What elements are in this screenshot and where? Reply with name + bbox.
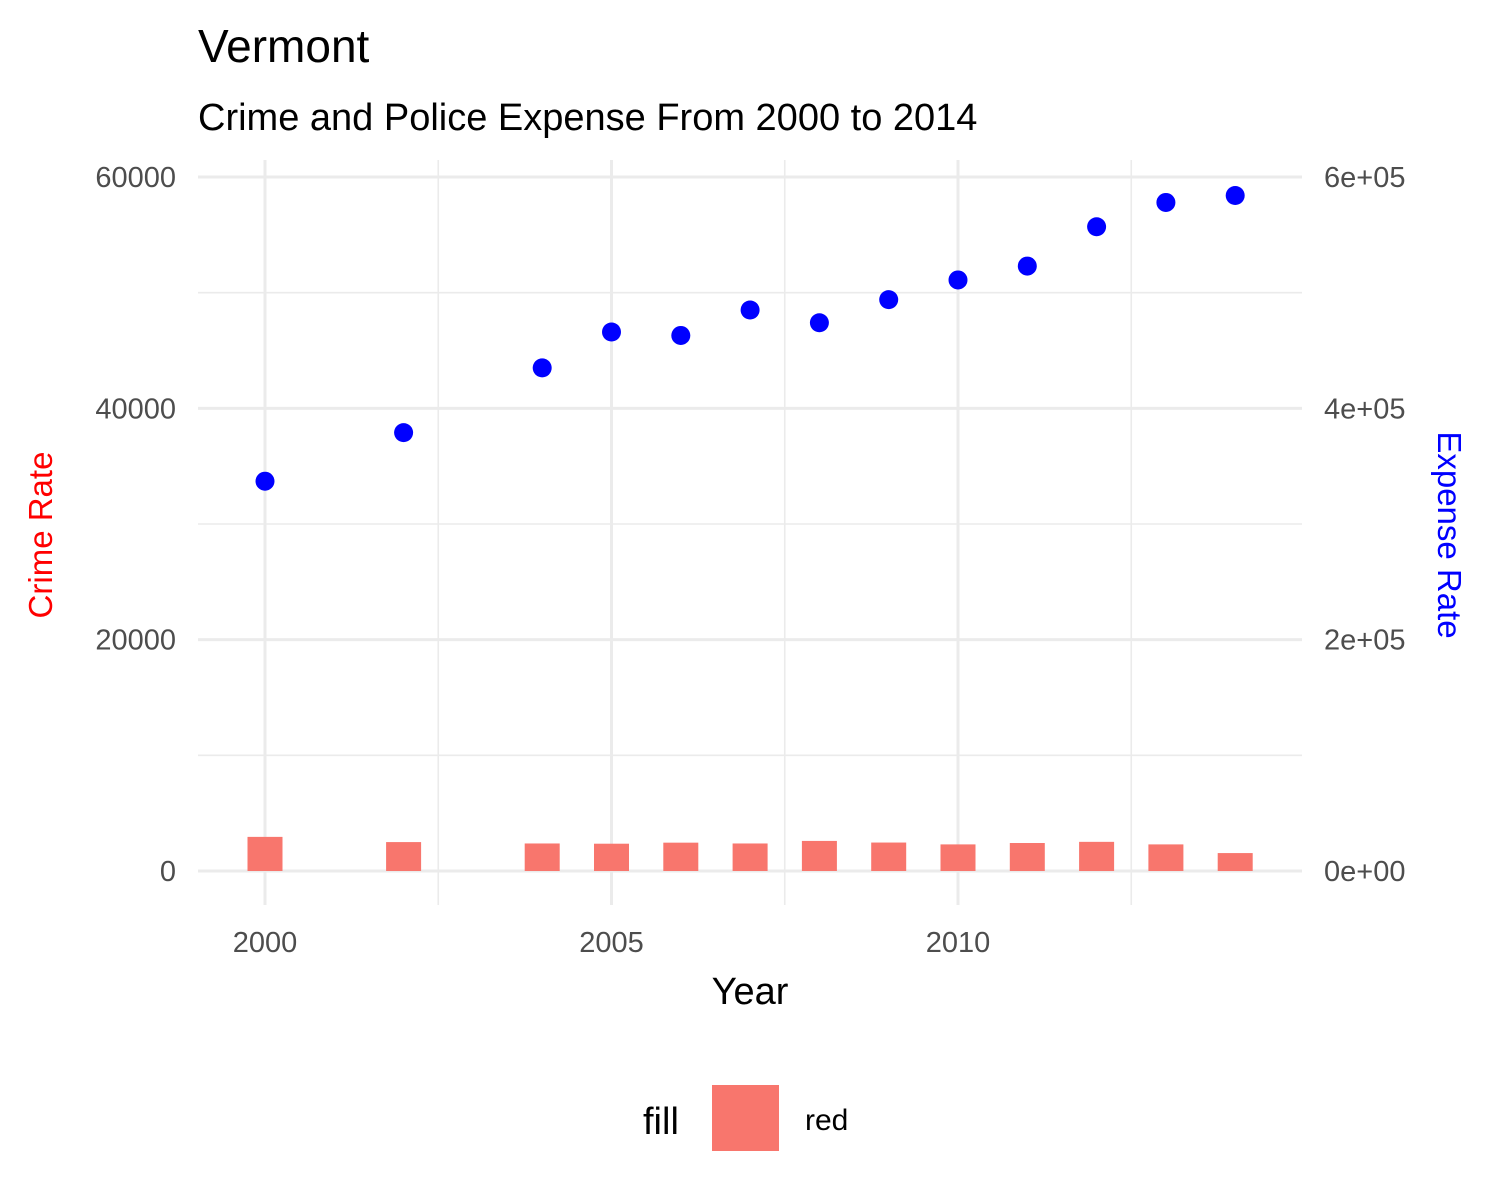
legend-label: red	[805, 1104, 848, 1137]
crime-rate-bar	[247, 836, 283, 871]
expense-rate-point	[879, 290, 899, 310]
crime-rate-bar	[940, 844, 976, 871]
crime-rate-bar	[1217, 853, 1253, 871]
crime-rate-bars	[247, 836, 1253, 871]
crime-rate-bar	[1079, 841, 1115, 871]
crime-rate-bar	[1009, 843, 1045, 871]
expense-rate-point	[394, 423, 414, 443]
crime-rate-bar	[524, 843, 560, 871]
expense-rate-point	[602, 322, 621, 342]
legend-key-swatch	[712, 1085, 779, 1151]
crime-rate-bar	[871, 842, 907, 871]
left-y-tick-label: 20000	[95, 625, 176, 657]
x-tick-label: 2000	[233, 927, 298, 959]
expense-rate-point	[1087, 217, 1107, 237]
chart-subtitle: Crime and Police Expense From 2000 to 20…	[198, 97, 977, 139]
chart-title: Vermont	[198, 20, 370, 72]
crime-rate-bar	[663, 842, 699, 871]
right-y-tick-label: 0e+00	[1324, 856, 1405, 888]
crime-rate-bar	[732, 843, 768, 871]
right-y-tick-label: 2e+05	[1324, 625, 1405, 657]
left-y-tick-label: 0	[160, 856, 176, 888]
left-y-axis-label: Crime Rate	[22, 452, 59, 619]
expense-rate-point	[255, 471, 275, 491]
crime-rate-bar	[386, 842, 422, 871]
expense-rate-point	[1225, 186, 1245, 206]
expense-rate-point	[671, 325, 691, 345]
grid-lines	[198, 160, 1302, 905]
x-axis-label: Year	[712, 971, 789, 1013]
right-y-axis-ticks: 0e+00 2e+05 4e+05 6e+05	[1324, 162, 1405, 888]
left-y-axis-ticks: 0 20000 40000 60000	[95, 162, 176, 888]
x-tick-label: 2010	[926, 927, 991, 959]
crime-rate-bar	[801, 840, 837, 871]
crime-rate-bar	[594, 843, 629, 871]
right-y-tick-label: 6e+05	[1324, 162, 1405, 194]
legend-title: fill	[643, 1101, 679, 1143]
x-tick-label: 2005	[579, 927, 644, 959]
left-y-tick-label: 60000	[95, 162, 176, 194]
x-axis-ticks: 2000 2005 2010	[233, 927, 991, 959]
expense-rate-point	[1156, 192, 1176, 212]
left-y-tick-label: 40000	[95, 393, 176, 425]
legend: fill red	[643, 1085, 848, 1151]
expense-rate-point	[809, 313, 829, 333]
expense-rate-point	[532, 358, 552, 378]
crime-rate-bar	[1148, 844, 1184, 871]
expense-rate-point	[948, 270, 968, 290]
expense-rate-points	[255, 186, 1245, 491]
right-y-tick-label: 4e+05	[1324, 393, 1405, 425]
right-y-axis-label: Expense Rate	[1431, 431, 1468, 638]
expense-rate-point	[1017, 256, 1037, 276]
expense-rate-point	[740, 300, 760, 320]
